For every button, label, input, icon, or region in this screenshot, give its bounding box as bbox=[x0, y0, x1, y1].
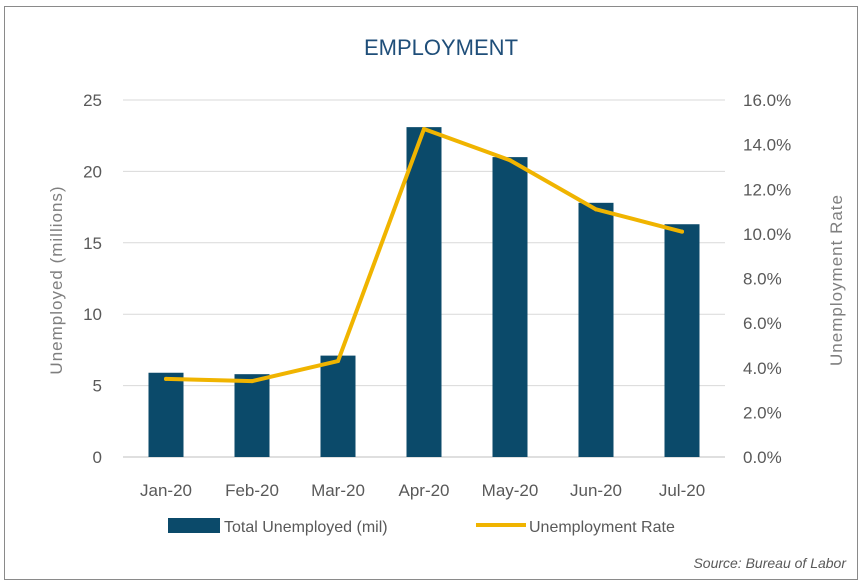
right-axis-ticks: 0.0% 2.0% 4.0% 6.0% 8.0% 10.0% 12.0% 14.0% 16.0% bbox=[743, 91, 791, 467]
y2-tick-label: 0.0% bbox=[743, 448, 782, 467]
x-tick-label: Mar-20 bbox=[311, 481, 365, 500]
y-tick-label: 5 bbox=[93, 377, 102, 396]
x-tick-label: May-20 bbox=[482, 481, 539, 500]
x-tick-label: Jan-20 bbox=[140, 481, 192, 500]
rate-point bbox=[508, 158, 512, 163]
y2-tick-label: 4.0% bbox=[743, 359, 782, 378]
bar bbox=[320, 355, 356, 457]
line-series bbox=[164, 127, 684, 384]
y-tick-label: 20 bbox=[83, 162, 102, 181]
y2-tick-label: 6.0% bbox=[743, 314, 782, 333]
y-tick-label: 25 bbox=[83, 91, 102, 110]
legend: Total Unemployed (mil) Unemployment Rate bbox=[168, 518, 675, 536]
rate-point bbox=[250, 379, 254, 384]
rate-point bbox=[164, 376, 168, 381]
x-tick-label: Jun-20 bbox=[570, 481, 622, 500]
y2-tick-label: 16.0% bbox=[743, 91, 791, 110]
y2-tick-label: 12.0% bbox=[743, 180, 791, 199]
rate-point bbox=[336, 359, 340, 364]
left-axis-ticks: 0 5 10 15 20 25 bbox=[83, 91, 102, 467]
y2-tick-label: 14.0% bbox=[743, 136, 791, 155]
bar bbox=[406, 127, 442, 457]
bar bbox=[492, 157, 528, 457]
x-tick-label: Feb-20 bbox=[225, 481, 279, 500]
x-tick-label: Jul-20 bbox=[659, 481, 705, 500]
y2-tick-label: 2.0% bbox=[743, 403, 782, 422]
rate-point bbox=[680, 229, 684, 234]
y-tick-label: 15 bbox=[83, 234, 102, 253]
x-axis-ticks: Jan-20 Feb-20 Mar-20 Apr-20 May-20 Jun-20 Jul-… bbox=[140, 481, 705, 500]
rate-point bbox=[594, 207, 598, 212]
legend-bar-label: Total Unemployed (mil) bbox=[224, 519, 388, 536]
x-tick-label: Apr-20 bbox=[398, 481, 449, 500]
legend-bar-swatch bbox=[168, 518, 220, 533]
y-axis-title: Unemployed (millions) bbox=[47, 185, 66, 374]
y2-tick-label: 8.0% bbox=[743, 270, 782, 289]
bar bbox=[664, 224, 700, 457]
legend-line-label: Unemployment Rate bbox=[529, 519, 675, 536]
y-tick-label: 0 bbox=[93, 448, 102, 467]
rate-point bbox=[422, 127, 426, 132]
bar bbox=[148, 372, 184, 457]
y-tick-label: 10 bbox=[83, 305, 102, 324]
bar bbox=[234, 374, 270, 457]
bar-series bbox=[148, 127, 700, 457]
chart-title: EMPLOYMENT bbox=[364, 35, 518, 60]
y2-tick-label: 10.0% bbox=[743, 225, 791, 244]
y2-axis-title: Unemployment Rate bbox=[827, 194, 846, 366]
bar bbox=[578, 202, 614, 457]
source-note: Source: Bureau of Labor bbox=[693, 555, 847, 571]
